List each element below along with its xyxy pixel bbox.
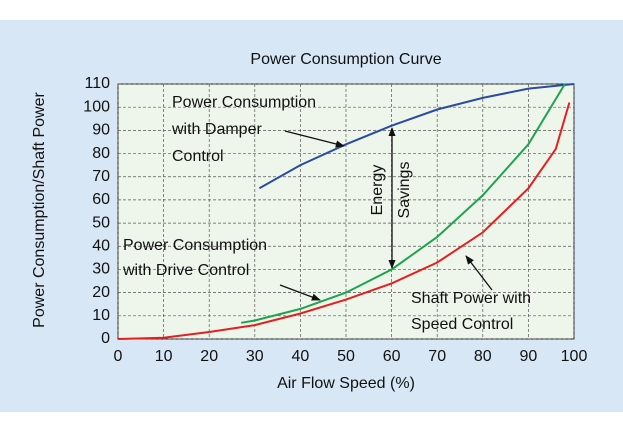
annotation-arrow (284, 130, 345, 148)
x-tick-label: 20 (200, 348, 218, 365)
y-tick-label: 70 (92, 168, 110, 185)
annotation: Power Consumption (123, 237, 267, 254)
x-tick-label: 0 (114, 348, 123, 365)
x-axis-label: Air Flow Speed (%) (277, 375, 415, 392)
annotation: Savings (396, 162, 413, 219)
x-tick-label: 50 (337, 348, 355, 365)
y-tick-label: 20 (92, 284, 110, 301)
y-tick-label: 90 (92, 122, 110, 139)
x-tick-label: 10 (155, 348, 173, 365)
annotation: with Drive Control (122, 262, 249, 279)
data-line (240, 83, 566, 324)
x-tick-label: 70 (428, 348, 446, 365)
data-line (117, 102, 571, 340)
x-tick-label: 60 (383, 348, 401, 365)
y-tick-label: 10 (92, 307, 110, 324)
y-tick-label: 30 (92, 261, 110, 278)
annotation-arrow (279, 284, 321, 301)
y-tick-label: 110 (84, 75, 110, 92)
x-tick-label: 100 (561, 348, 588, 365)
x-tick-label: 30 (246, 348, 264, 365)
annotation: Speed Control (411, 316, 513, 333)
annotation: Shaft Power with (411, 290, 531, 307)
y-tick-label: 80 (92, 145, 110, 162)
x-tick-label: 80 (474, 348, 492, 365)
annotation: with Damper (171, 121, 262, 138)
data-line (258, 83, 575, 190)
x-tick-label: 40 (292, 348, 310, 365)
chart-title: Power Consumption Curve (250, 51, 441, 68)
y-tick-label: 60 (92, 191, 110, 208)
annotation-arrow (465, 255, 493, 291)
y-tick-label: 40 (92, 237, 110, 254)
annotation: Energy (369, 165, 386, 216)
y-tick-label: 0 (101, 330, 110, 347)
annotation: Control (172, 148, 224, 165)
y-tick-label: 50 (92, 214, 110, 231)
annotation: Power Consumption (172, 94, 316, 111)
y-axis-label: Power Consumption/Shaft Power (31, 91, 48, 327)
y-tick-label: 100 (83, 98, 110, 115)
x-tick-label: 90 (520, 348, 538, 365)
